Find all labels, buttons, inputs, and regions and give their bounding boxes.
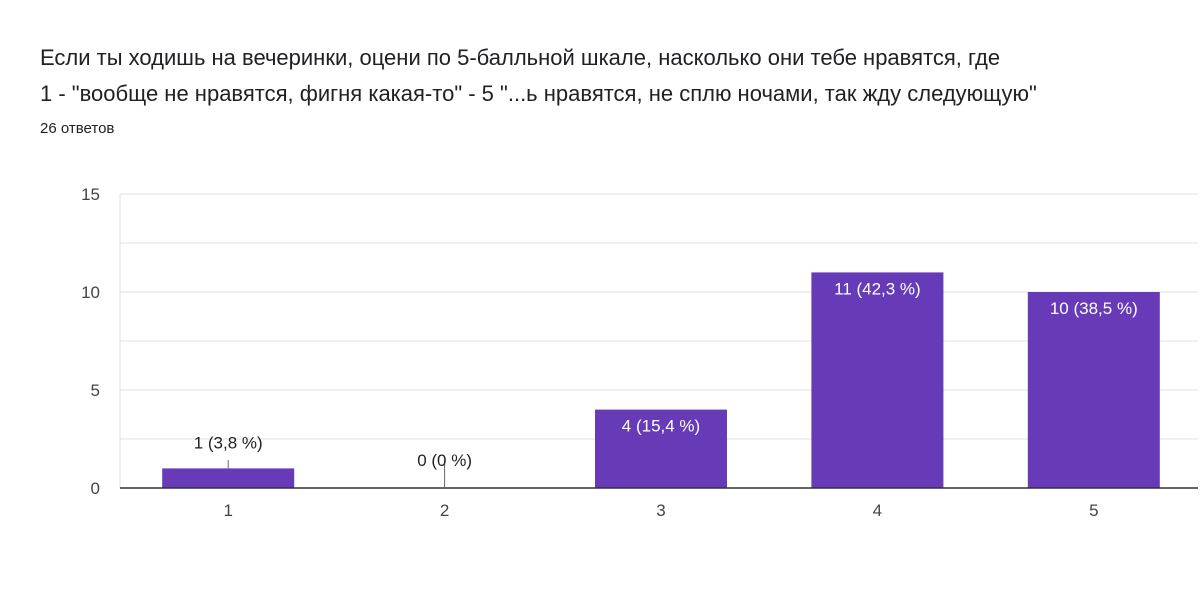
question-title: Если ты ходишь на вечеринки, оцени по 5-…: [40, 40, 1190, 112]
data-label: 1 (3,8 %): [194, 433, 263, 452]
axis-lines: [119, 194, 1198, 489]
x-tick-label: 3: [656, 501, 665, 520]
y-tick-label: 10: [81, 283, 100, 302]
bar: [1027, 292, 1160, 488]
x-tick-label: 5: [1089, 501, 1098, 520]
data-label: 0 (0 %): [417, 451, 472, 470]
response-count: 26 ответов: [40, 120, 115, 137]
data-labels: 1 (3,8 %) 0 (0 %) 4 (15,4 %) 11 (42,3 %) 10 …: [194, 279, 1138, 488]
data-label: 11 (42,3 %): [834, 279, 921, 298]
y-tick-label: 5: [91, 381, 100, 400]
x-tick-label: 2: [440, 501, 449, 520]
data-label: 10 (38,5 %): [1050, 299, 1138, 318]
x-tick-label: 1: [223, 501, 232, 520]
y-axis-ticks: 0 5 10 15: [81, 185, 100, 498]
bar: [595, 409, 727, 488]
data-label: 4 (15,4 %): [622, 417, 700, 436]
question-title-line-2: 1 - "вообще не нравятся, фигня какая-то"…: [40, 81, 1037, 106]
x-tick-label: 4: [873, 501, 882, 520]
bars: [162, 272, 1160, 488]
y-tick-label: 15: [81, 185, 100, 204]
bar: [162, 468, 295, 488]
x-axis-ticks: 1 2 3 4 5: [223, 501, 1098, 520]
grid-lines: [120, 193, 1198, 440]
bar: [811, 272, 944, 488]
question-title-line-1: Если ты ходишь на вечеринки, оцени по 5-…: [40, 45, 1001, 70]
y-tick-label: 0: [91, 479, 100, 498]
